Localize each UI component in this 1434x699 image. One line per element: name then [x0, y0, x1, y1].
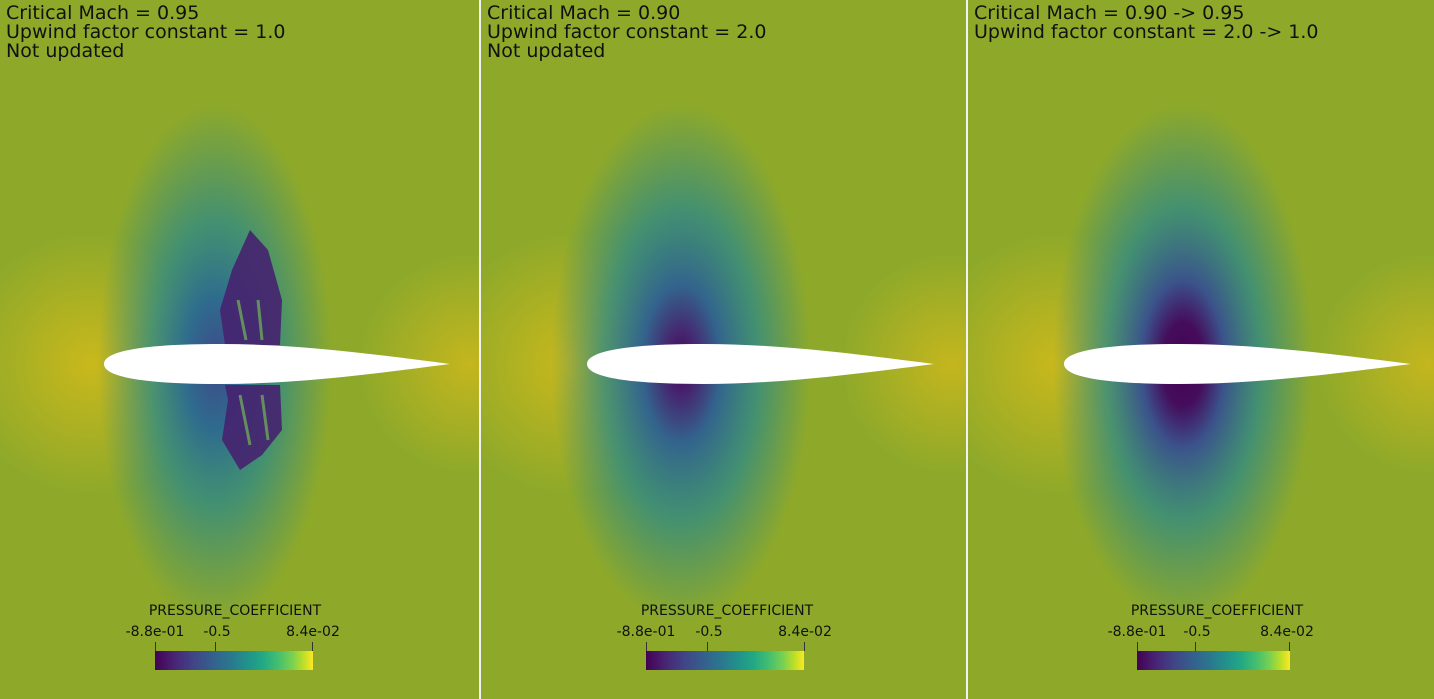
- colorbar-tick: [1137, 642, 1138, 651]
- colorbar-title: PRESSURE_COEFFICIENT: [640, 603, 814, 619]
- viewport-panel-3[interactable]: Critical Mach = 0.90 -> 0.95 Upwind fact…: [968, 0, 1434, 699]
- colorbar-tick: [707, 642, 708, 651]
- colorbar-max-label: 8.4e-02: [1260, 624, 1314, 640]
- colorbar-tick: [155, 642, 156, 651]
- colorbar-tick: [646, 642, 647, 651]
- pressure-field-plot: [0, 0, 479, 699]
- colorbar-title: PRESSURE_COEFFICIENT: [1130, 603, 1304, 619]
- colorbar-tick: [1289, 642, 1290, 651]
- pressure-field-plot: [481, 0, 966, 699]
- viewport-panel-1[interactable]: Critical Mach = 0.95 Upwind factor const…: [0, 0, 479, 699]
- colorbar-gradient: [646, 651, 804, 670]
- colorbar-min-label: -8.8e-01: [1107, 624, 1167, 640]
- colorbar-mid-label: -0.5: [203, 624, 231, 640]
- colorbar-gradient: [155, 651, 313, 670]
- panel-divider: [966, 0, 968, 699]
- colorbar-max-label: 8.4e-02: [778, 624, 832, 640]
- colorbar-gradient: [1137, 651, 1290, 670]
- pressure-field-plot: [968, 0, 1434, 699]
- colorbar-tick: [804, 642, 805, 651]
- airfoil-shape: [104, 344, 450, 384]
- colorbar-legend: PRESSURE_COEFFICIENT -8.8e-01 -0.5 8.4e-…: [1108, 603, 1317, 673]
- panel-annotation: Critical Mach = 0.95 Upwind factor const…: [6, 4, 285, 61]
- panel-annotation: Critical Mach = 0.90 -> 0.95 Upwind fact…: [974, 4, 1319, 42]
- colorbar-min-label: -8.8e-01: [125, 624, 185, 640]
- colorbar-legend: PRESSURE_COEFFICIENT -8.8e-01 -0.5 8.4e-…: [617, 603, 832, 673]
- airfoil-shape: [1064, 344, 1411, 384]
- critical-mach-label: Critical Mach = 0.95: [6, 2, 200, 24]
- upwind-factor-label: Upwind factor constant = 2.0: [487, 21, 767, 43]
- panel-divider: [479, 0, 481, 699]
- upwind-factor-label: Upwind factor constant = 2.0 -> 1.0: [974, 21, 1319, 43]
- viewport-panel-2[interactable]: Critical Mach = 0.90 Upwind factor const…: [481, 0, 966, 699]
- colorbar-mid-label: -0.5: [1183, 624, 1211, 640]
- colorbar-tick: [312, 642, 313, 651]
- update-status-label: Not updated: [6, 40, 125, 62]
- colorbar-max-label: 8.4e-02: [286, 624, 340, 640]
- panel-annotation: Critical Mach = 0.90 Upwind factor const…: [487, 4, 766, 61]
- upwind-factor-label: Upwind factor constant = 1.0: [6, 21, 286, 43]
- colorbar-tick: [215, 642, 216, 651]
- colorbar-legend: PRESSURE_COEFFICIENT -8.8e-01 -0.5 8.4e-…: [126, 603, 340, 673]
- airfoil-shape: [587, 344, 934, 384]
- update-status-label: Not updated: [487, 40, 606, 62]
- colorbar-title: PRESSURE_COEFFICIENT: [148, 603, 322, 619]
- colorbar-mid-label: -0.5: [695, 624, 723, 640]
- colorbar-tick: [1195, 642, 1196, 651]
- colorbar-min-label: -8.8e-01: [616, 624, 676, 640]
- critical-mach-label: Critical Mach = 0.90 -> 0.95: [974, 2, 1245, 24]
- critical-mach-label: Critical Mach = 0.90: [487, 2, 681, 24]
